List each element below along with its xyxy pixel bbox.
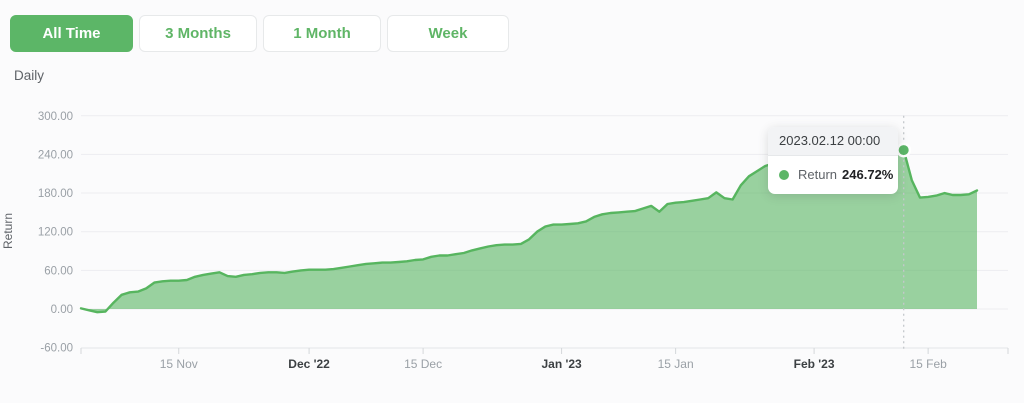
y-tick-label: 240.00 <box>38 149 73 161</box>
y-tick-label: 300.00 <box>38 111 73 123</box>
x-tick-label: Jan '23 <box>541 357 582 371</box>
y-tick-label: 0.00 <box>51 304 73 316</box>
y-tick-label: -60.00 <box>40 343 73 355</box>
y-tick-label: 180.00 <box>38 188 73 200</box>
x-tick-label: 15 Nov <box>160 357 198 371</box>
time-range-button-3-months[interactable]: 3 Months <box>139 15 257 52</box>
time-range-button-week[interactable]: Week <box>387 15 509 52</box>
time-range-toolbar: All Time 3 Months 1 Month Week <box>10 15 509 52</box>
x-tick-label: Feb '23 <box>794 357 835 371</box>
time-range-button-1-month[interactable]: 1 Month <box>263 15 381 52</box>
x-tick-label: 15 Jan <box>658 357 694 371</box>
time-range-button-all-time[interactable]: All Time <box>10 15 133 52</box>
y-tick-label: 60.00 <box>44 265 73 277</box>
tooltip-date: 2023.02.12 00:00 <box>768 127 898 156</box>
y-tick-label: 120.00 <box>38 227 73 239</box>
hover-marker-dot <box>896 142 912 158</box>
chart-tooltip: 2023.02.12 00:00 Return 246.72% <box>768 127 898 194</box>
series-dot-icon <box>779 169 789 180</box>
x-tick-label: 15 Feb <box>909 357 947 371</box>
x-tick-label: 15 Dec <box>404 357 442 371</box>
x-tick-label: Dec '22 <box>288 357 330 371</box>
tooltip-series-label: Return <box>798 167 838 182</box>
frequency-label: Daily <box>14 68 45 83</box>
tooltip-series-value: 246.72% <box>842 167 894 182</box>
return-area-fill <box>81 150 977 313</box>
y-axis-title: Return <box>1 213 15 249</box>
tooltip-body: Return 246.72% <box>768 156 898 194</box>
